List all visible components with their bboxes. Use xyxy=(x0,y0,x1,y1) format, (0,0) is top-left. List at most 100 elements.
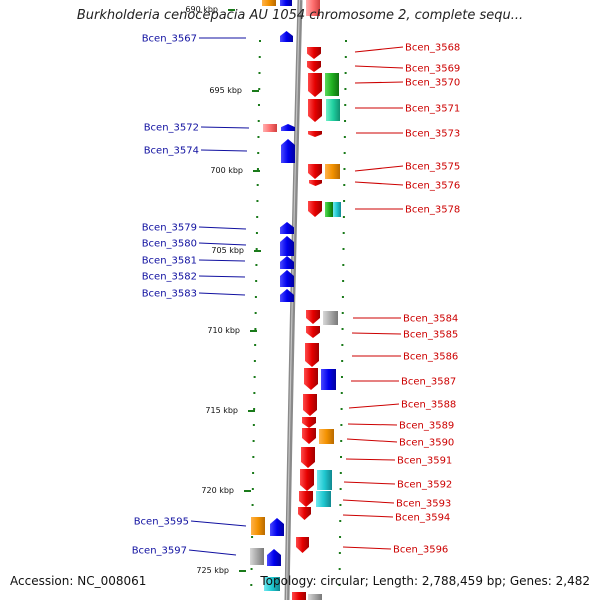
tick-mark xyxy=(340,376,343,378)
scale-labels: 690 kbp 695 kbp 700 kbp 705 kbp 710 kbp 715 k… xyxy=(185,5,261,575)
gene-label-left[interactable]: Bcen_3595 xyxy=(134,517,189,528)
gene-feature-block[interactable] xyxy=(325,73,339,96)
gene-feature-block[interactable] xyxy=(292,592,306,600)
gene-feature-block[interactable] xyxy=(333,202,341,217)
tick-mark xyxy=(254,328,257,330)
gene-label-left[interactable]: Bcen_3567 xyxy=(142,34,197,45)
forward-gene-arrow[interactable] xyxy=(308,131,322,137)
tick-mark xyxy=(251,536,254,538)
gene-feature-block[interactable] xyxy=(326,99,340,121)
gene-feature-block[interactable] xyxy=(263,124,277,132)
gene-label-right[interactable]: Bcen_3591 xyxy=(397,456,452,467)
gene-label-left[interactable]: Bcen_3580 xyxy=(142,239,197,250)
tick-mark xyxy=(342,232,345,234)
reverse-gene-arrow[interactable] xyxy=(280,236,294,256)
gene-label-right[interactable]: Bcen_3573 xyxy=(405,129,460,140)
reverse-gene-arrow[interactable] xyxy=(281,139,295,163)
gene-feature-block[interactable] xyxy=(250,548,264,565)
gene-label-right[interactable]: Bcen_3570 xyxy=(405,78,460,89)
reverse-gene-arrow[interactable] xyxy=(280,222,294,234)
reverse-gene-arrow[interactable] xyxy=(270,518,284,536)
gene-feature-block[interactable] xyxy=(280,0,292,6)
forward-gene-arrow[interactable] xyxy=(301,447,315,468)
gene-label-right[interactable]: Bcen_3587 xyxy=(401,377,456,388)
forward-gene-arrow[interactable] xyxy=(308,73,322,97)
gene-feature-block[interactable] xyxy=(325,164,340,179)
gene-label-right[interactable]: Bcen_3593 xyxy=(396,499,451,510)
tick-mark xyxy=(257,152,260,154)
gene-feature-block[interactable] xyxy=(319,429,334,444)
gene-feature-block[interactable] xyxy=(317,470,332,490)
gene-label-right[interactable]: Bcen_3569 xyxy=(405,64,460,75)
reverse-gene-arrow[interactable] xyxy=(280,270,294,287)
gene-label-left[interactable]: Bcen_3579 xyxy=(142,223,197,234)
gene-feature-block[interactable] xyxy=(264,577,280,591)
gene-label-right[interactable]: Bcen_3589 xyxy=(399,421,454,432)
gene-label-left[interactable]: Bcen_3597 xyxy=(132,546,187,557)
forward-gene-arrow[interactable] xyxy=(308,201,322,217)
reverse-gene-arrow[interactable] xyxy=(280,31,293,42)
gene-label-right[interactable]: Bcen_3585 xyxy=(403,330,458,341)
tick-mark xyxy=(344,120,347,122)
scale-tick xyxy=(253,170,260,172)
tick-mark xyxy=(252,472,255,474)
reverse-gene-arrow[interactable] xyxy=(280,289,294,302)
tick-mark xyxy=(257,136,260,138)
gene-label-left[interactable]: Bcen_3581 xyxy=(142,256,197,267)
tick-mark xyxy=(341,360,344,362)
reverse-gene-arrow[interactable] xyxy=(281,124,295,131)
leader-line xyxy=(354,81,404,84)
gene-feature-block[interactable] xyxy=(325,202,333,217)
gene-label-left[interactable]: Bcen_3583 xyxy=(142,289,197,300)
forward-gene-arrow[interactable] xyxy=(303,394,317,416)
gene-label-right[interactable]: Bcen_3578 xyxy=(405,205,460,216)
gene-label-right[interactable]: Bcen_3584 xyxy=(403,314,458,325)
forward-gene-arrow[interactable] xyxy=(302,428,316,444)
forward-gene-arrow[interactable] xyxy=(307,47,321,59)
scale-tick xyxy=(228,9,235,11)
gene-feature-block[interactable] xyxy=(323,311,338,325)
gene-feature-block[interactable] xyxy=(306,0,320,16)
gene-label-left[interactable]: Bcen_3572 xyxy=(144,123,199,134)
gene-label-left[interactable]: Bcen_3582 xyxy=(142,272,197,283)
gene-feature-block[interactable] xyxy=(251,517,265,535)
gene-feature-block[interactable] xyxy=(321,369,336,390)
forward-gene-arrow[interactable] xyxy=(302,417,316,428)
gene-label-right[interactable]: Bcen_3596 xyxy=(393,545,448,556)
forward-gene-arrow[interactable] xyxy=(305,343,319,367)
gene-label-right[interactable]: Bcen_3576 xyxy=(405,181,460,192)
forward-gene-arrow[interactable] xyxy=(306,310,320,324)
gene-label-right[interactable]: Bcen_3571 xyxy=(405,104,460,115)
gene-label-right[interactable]: Bcen_3568 xyxy=(405,43,460,54)
gene-label-right[interactable]: Bcen_3586 xyxy=(403,352,458,363)
tick-mark xyxy=(250,584,253,586)
forward-gene-arrow[interactable] xyxy=(306,326,320,338)
gene-label-right[interactable]: Bcen_3575 xyxy=(405,162,460,173)
forward-gene-arrow[interactable] xyxy=(308,99,322,122)
scale-tick xyxy=(252,90,259,92)
gene-label-right[interactable]: Bcen_3592 xyxy=(397,480,452,491)
forward-gene-arrow[interactable] xyxy=(308,164,322,179)
gene-label-right[interactable]: Bcen_3588 xyxy=(401,400,456,411)
forward-gene-arrow[interactable] xyxy=(309,180,322,186)
gene-label-left[interactable]: Bcen_3574 xyxy=(144,146,199,157)
forward-gene-arrow[interactable] xyxy=(304,368,318,390)
leader-line xyxy=(198,292,246,296)
gene-label-right[interactable]: Bcen_3594 xyxy=(395,513,450,524)
scale-label: 720 kbp xyxy=(201,486,234,495)
scale-label: 725 kbp xyxy=(196,566,229,575)
forward-gene-arrow[interactable] xyxy=(296,537,309,553)
forward-gene-arrow[interactable] xyxy=(300,469,314,491)
gene-feature-block[interactable] xyxy=(308,594,322,600)
gene-feature-block[interactable] xyxy=(262,0,276,6)
forward-gene-arrow[interactable] xyxy=(298,507,311,520)
forward-gene-arrow[interactable] xyxy=(307,61,321,72)
leader-line xyxy=(198,275,246,278)
reverse-gene-arrow[interactable] xyxy=(267,549,281,566)
tick-mark xyxy=(344,56,347,58)
gene-feature-block[interactable] xyxy=(316,491,331,507)
reverse-gene-arrow[interactable] xyxy=(280,256,294,269)
tick-mark xyxy=(256,200,259,202)
forward-gene-arrow[interactable] xyxy=(299,491,313,507)
gene-label-right[interactable]: Bcen_3590 xyxy=(399,438,454,449)
